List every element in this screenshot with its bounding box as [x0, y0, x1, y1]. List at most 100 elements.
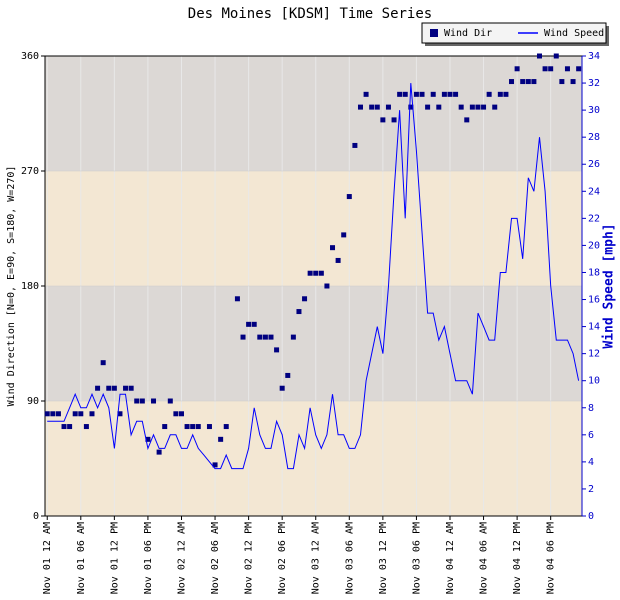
- wind-dir-marker: [173, 411, 179, 417]
- wind-dir-marker: [128, 385, 134, 391]
- wind-dir-marker: [72, 411, 78, 417]
- wind-dir-marker: [335, 257, 341, 263]
- wind-dir-marker: [380, 117, 386, 123]
- wind-dir-marker: [408, 104, 414, 110]
- y2-tick-label: 26: [588, 159, 600, 170]
- y2-tick-label: 20: [588, 240, 600, 251]
- wind-dir-marker: [397, 91, 403, 97]
- y2-tick-label: 16: [588, 295, 600, 306]
- legend-label: Wind Speed: [544, 28, 604, 39]
- wind-dir-marker: [481, 104, 487, 110]
- x-tick-label: Nov 01 12 PM: [109, 522, 120, 594]
- wind-dir-marker: [413, 91, 419, 97]
- y2-tick-label: 32: [588, 78, 600, 89]
- y-tick-label: 180: [21, 281, 39, 292]
- wind-dir-marker: [296, 309, 302, 315]
- wind-dir-marker: [151, 398, 157, 404]
- y2-tick-label: 0: [588, 511, 594, 522]
- wind-dir-marker: [123, 385, 129, 391]
- wind-dir-marker: [542, 66, 548, 72]
- x-tick-label: Nov 02 12 PM: [244, 522, 255, 594]
- wind-dir-marker: [246, 321, 252, 327]
- wind-dir-marker: [559, 79, 565, 85]
- wind-dir-marker: [134, 398, 140, 404]
- wind-dir-marker: [570, 79, 576, 85]
- wind-dir-marker: [50, 411, 56, 417]
- y-axis-label: Wind Direction [N=0, E=90, S=180, W=270]: [6, 166, 17, 407]
- wind-dir-marker: [509, 79, 515, 85]
- y-tick-label: 270: [21, 166, 39, 177]
- wind-dir-marker: [441, 91, 447, 97]
- wind-dir-marker: [520, 79, 526, 85]
- wind-dir-marker: [458, 104, 464, 110]
- x-tick-label: Nov 01 12 AM: [42, 522, 53, 594]
- x-tick-label: Nov 03 12 AM: [311, 522, 322, 594]
- wind-dir-marker: [302, 296, 308, 302]
- chart-title: Des Moines [KDSM] Time Series: [188, 6, 432, 22]
- wind-dir-marker: [78, 411, 84, 417]
- wind-dir-marker: [514, 66, 520, 72]
- x-tick-label: Nov 04 06 PM: [546, 522, 557, 594]
- wind-speed-line: [47, 83, 580, 470]
- wind-dir-marker: [313, 270, 319, 276]
- x-tick-label: Nov 01 06 AM: [76, 522, 87, 594]
- y2-tick-label: 28: [588, 132, 600, 143]
- wind-dir-marker: [576, 66, 582, 72]
- y-tick-label: 360: [21, 51, 39, 62]
- wind-dir-marker: [497, 91, 503, 97]
- wind-dir-marker: [206, 424, 212, 430]
- wind-dir-marker: [234, 296, 240, 302]
- wind-dir-marker: [419, 91, 425, 97]
- legend-box: [421, 22, 607, 44]
- wind-dir-marker: [274, 347, 280, 353]
- wind-dir-marker: [436, 104, 442, 110]
- wind-dir-marker: [503, 91, 509, 97]
- wind-dir-marker: [492, 104, 498, 110]
- wind-dir-marker: [55, 411, 61, 417]
- y2-tick-label: 8: [588, 403, 594, 414]
- y2-tick-label: 18: [588, 267, 600, 278]
- y2-tick-label: 4: [588, 457, 594, 468]
- wind-dir-marker: [330, 245, 336, 251]
- wind-dir-marker: [184, 424, 190, 430]
- x-tick-label: Nov 03 06 AM: [344, 522, 355, 594]
- y-tick-label: 0: [33, 511, 39, 522]
- wind-dir-marker: [357, 104, 363, 110]
- wind-dir-marker: [251, 321, 257, 327]
- wind-dir-marker: [564, 66, 570, 72]
- wind-dir-marker: [307, 270, 313, 276]
- y2-tick-label: 30: [588, 105, 600, 116]
- y2-tick-label: 10: [588, 376, 600, 387]
- wind-dir-marker: [145, 436, 151, 442]
- wind-dir-marker: [525, 79, 531, 85]
- wind-dir-marker: [83, 424, 89, 430]
- wind-dir-marker: [285, 372, 291, 378]
- background-band: [45, 171, 582, 286]
- x-tick-label: Nov 03 12 PM: [378, 522, 389, 594]
- wind-dir-marker: [290, 334, 296, 340]
- y2-tick-label: 24: [588, 186, 600, 197]
- wind-dir-marker: [167, 398, 173, 404]
- wind-dir-marker: [385, 104, 391, 110]
- wind-dir-marker: [369, 104, 375, 110]
- wind-dir-marker: [453, 91, 459, 97]
- wind-dir-marker: [190, 424, 196, 430]
- wind-dir-marker: [346, 194, 352, 200]
- wind-dir-marker: [391, 117, 397, 123]
- y2-tick-label: 22: [588, 213, 600, 224]
- wind-dir-marker: [117, 411, 123, 417]
- y2-tick-label: 12: [588, 349, 600, 360]
- y2-tick-label: 14: [588, 322, 600, 333]
- wind-dir-marker: [156, 449, 162, 455]
- wind-dir-marker: [430, 91, 436, 97]
- y2-tick-label: 6: [588, 430, 594, 441]
- wind-dir-marker: [257, 334, 263, 340]
- x-tick-label: Nov 01 06 PM: [143, 522, 154, 594]
- wind-dir-marker: [486, 91, 492, 97]
- y2-tick-label: 2: [588, 484, 594, 495]
- background-band: [45, 401, 582, 516]
- x-tick-label: Nov 04 12 PM: [512, 522, 523, 594]
- y2-tick-label: 34: [588, 51, 600, 62]
- legend-marker: [430, 29, 438, 37]
- wind-dir-marker: [44, 411, 50, 417]
